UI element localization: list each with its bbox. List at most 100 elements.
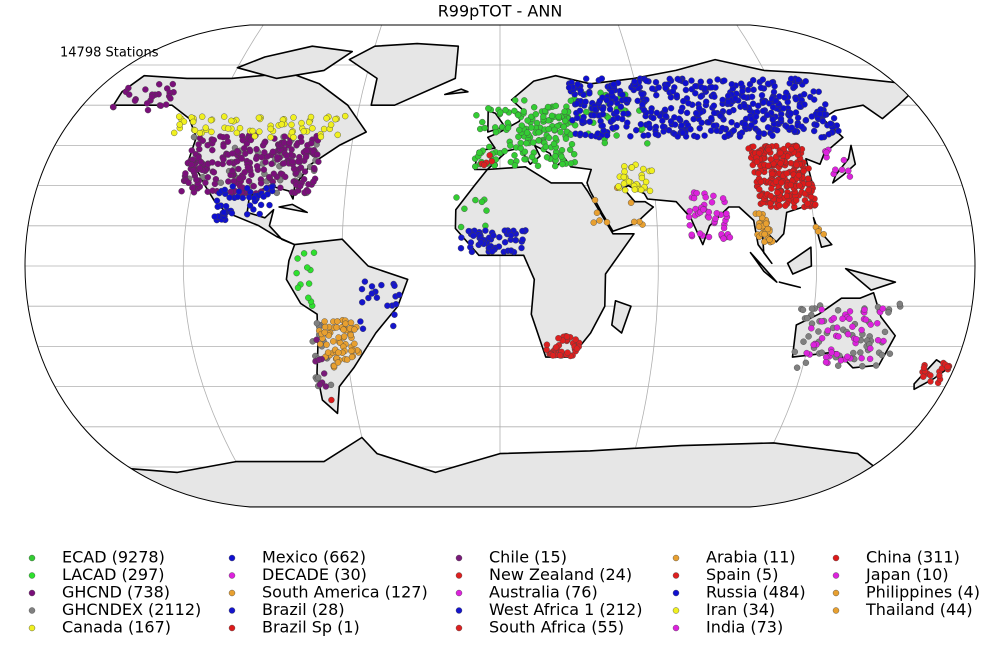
station-dot <box>255 114 263 122</box>
station-dot <box>613 108 620 116</box>
station-dot <box>236 175 243 182</box>
legend-marker <box>672 554 680 562</box>
station-dot <box>185 179 192 187</box>
land <box>778 281 801 289</box>
station-dot <box>692 82 699 90</box>
station-dot <box>811 96 818 103</box>
station-dot <box>763 220 770 227</box>
station-dot <box>359 325 367 332</box>
station-dot <box>235 165 242 173</box>
station-dot <box>298 138 305 145</box>
station-dot <box>477 239 485 246</box>
station-dot <box>705 208 712 216</box>
station-dot <box>544 103 552 111</box>
station-dot <box>520 108 527 115</box>
station-dot <box>220 143 227 150</box>
station-dot <box>489 248 496 255</box>
station-dot <box>334 131 341 139</box>
station-dot <box>347 319 355 326</box>
station-dot <box>191 127 199 134</box>
station-dot <box>603 219 611 226</box>
station-dot <box>759 107 767 115</box>
station-dot <box>482 227 489 234</box>
station-dot <box>838 166 846 174</box>
station-dot <box>698 119 705 126</box>
station-dot <box>317 340 324 348</box>
station-dot <box>162 101 170 108</box>
station-dot <box>221 186 229 194</box>
station-dot <box>878 351 886 359</box>
station-dot <box>540 113 547 120</box>
station-dot <box>361 278 369 285</box>
station-dot <box>257 179 265 187</box>
station-dot <box>458 234 465 241</box>
station-dot <box>523 139 530 147</box>
legend-marker <box>832 607 840 614</box>
map-title: R99pTOT - ANN <box>438 2 563 21</box>
station-dot <box>220 209 228 216</box>
station-dot <box>227 188 234 196</box>
station-dot <box>804 200 811 207</box>
station-dot <box>267 125 274 133</box>
station-dot <box>606 106 614 113</box>
station-dot <box>631 78 638 85</box>
station-dot <box>253 155 260 162</box>
station-dot <box>846 315 853 322</box>
station-dot <box>643 77 650 85</box>
land <box>611 300 632 334</box>
station-dot <box>182 170 189 177</box>
station-dot <box>598 75 605 82</box>
station-dot <box>516 126 523 134</box>
station-dot <box>644 140 651 147</box>
station-dot <box>638 91 646 98</box>
station-dot <box>764 111 771 119</box>
station-dot <box>313 336 320 343</box>
station-dot <box>840 156 848 164</box>
station-dot <box>507 142 514 149</box>
station-dot <box>741 120 749 128</box>
station-dot <box>760 99 767 106</box>
station-dot <box>783 170 790 177</box>
station-dot <box>340 326 347 333</box>
station-dot <box>591 105 599 113</box>
station-dot <box>710 102 718 109</box>
station-dot <box>759 214 766 222</box>
station-dot <box>761 230 768 238</box>
legend-label: Iran (34) <box>706 600 775 619</box>
station-dot <box>674 133 681 140</box>
legend-marker <box>832 554 840 562</box>
station-dot <box>885 309 892 316</box>
station-dot <box>246 147 254 155</box>
legend-label: Brazil (28) <box>262 600 345 619</box>
station-dot <box>472 196 479 204</box>
station-dot <box>621 168 628 175</box>
station-dot <box>238 155 246 162</box>
station-dot <box>610 81 617 88</box>
station-dot <box>835 127 842 135</box>
legend-marker <box>28 572 36 579</box>
station-dot <box>662 84 669 92</box>
station-dot <box>567 97 574 105</box>
station-dot <box>818 349 825 356</box>
station-dot <box>780 105 787 112</box>
station-dot <box>198 113 206 120</box>
station-dot <box>767 200 774 207</box>
station-dot <box>473 112 480 119</box>
station-dot <box>197 158 205 166</box>
station-dot <box>277 184 284 192</box>
station-dot <box>269 148 277 156</box>
station-dot <box>109 103 117 111</box>
station-dot <box>470 232 477 240</box>
station-dot <box>294 255 301 262</box>
station-dot <box>189 184 196 192</box>
station-dot <box>587 82 594 90</box>
station-dot <box>713 127 720 135</box>
station-dot <box>219 133 227 141</box>
legend-marker <box>672 589 680 597</box>
station-dot <box>662 112 669 120</box>
station-dot <box>593 209 601 217</box>
station-dot <box>278 121 285 128</box>
station-dot <box>748 121 755 129</box>
station-dot <box>204 174 212 181</box>
